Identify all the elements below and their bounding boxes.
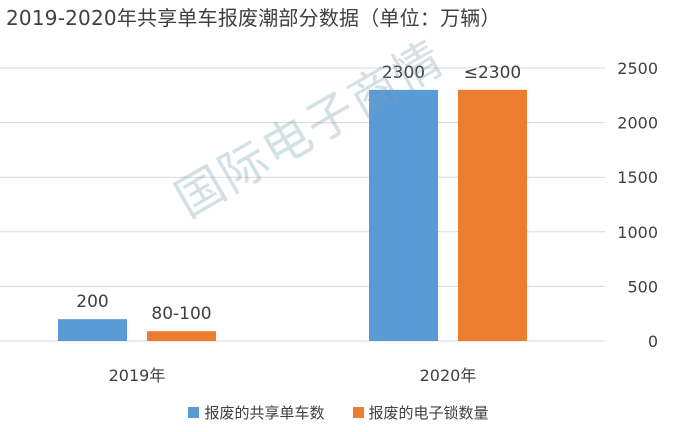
x-category-label: 2019年	[109, 366, 166, 385]
bar	[369, 89, 438, 341]
data-label: 80-100	[151, 304, 211, 324]
bar	[58, 319, 127, 341]
legend-label-series-2: 报废的电子锁数量	[368, 404, 489, 422]
data-label: ≤2300	[464, 63, 522, 83]
y-tick-label: 1500	[617, 168, 658, 187]
legend: 报废的共享单车数 报废的电子锁数量	[0, 402, 677, 423]
data-label: 200	[76, 292, 108, 312]
chart-title: 2019-2020年共享单车报废潮部分数据（单位：万辆）	[6, 6, 501, 30]
legend-swatch-series-2	[352, 407, 364, 418]
bar	[147, 331, 216, 341]
y-tick-label: 1000	[617, 223, 658, 242]
legend-swatch-series-1	[188, 407, 200, 418]
bar	[458, 89, 527, 341]
y-tick-label: 2000	[617, 114, 658, 133]
legend-label-series-1: 报废的共享单车数	[204, 404, 325, 422]
legend-item-series-2: 报废的电子锁数量	[352, 402, 489, 423]
x-category-label: 2020年	[420, 366, 477, 385]
y-tick-label: 0	[648, 332, 658, 351]
legend-item-series-1: 报废的共享单车数	[188, 402, 325, 423]
data-label: 2300	[382, 63, 425, 83]
y-tick-label: 2500	[617, 59, 658, 78]
y-tick-label: 500	[627, 277, 658, 296]
